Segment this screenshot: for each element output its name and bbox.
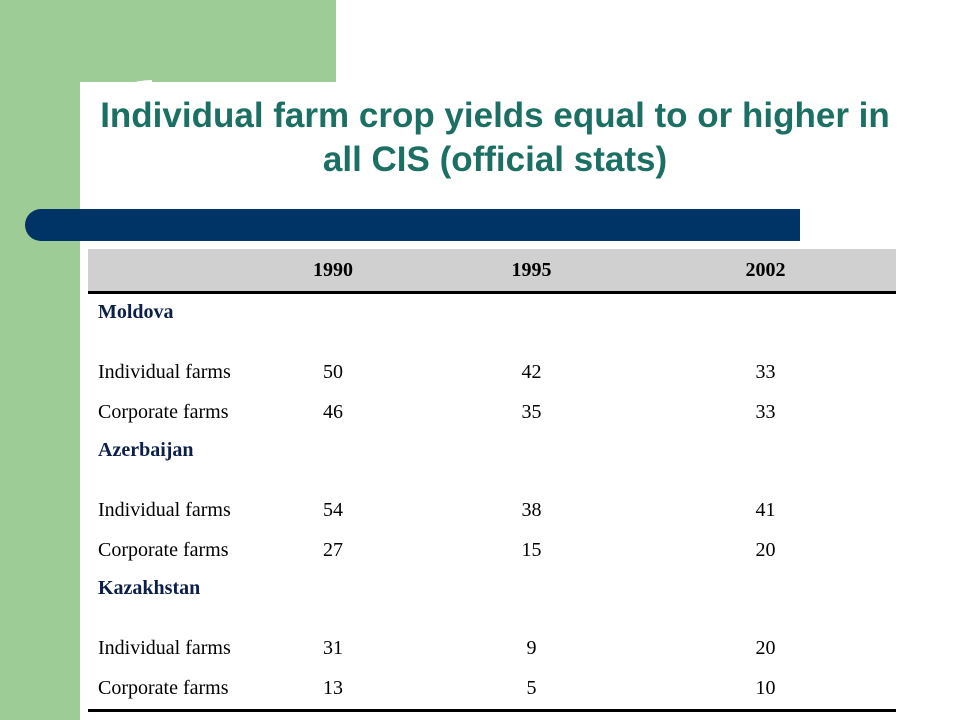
- table-row: Corporate farms 46 35 33: [88, 392, 896, 432]
- table-cell: 41: [755, 498, 776, 521]
- table-cell: 42: [521, 360, 542, 383]
- spacer-row: [88, 330, 896, 352]
- left-decorative-band: [0, 0, 80, 720]
- table-cell: 5: [428, 668, 635, 712]
- table-cell: 54: [323, 498, 343, 521]
- row-label: Individual farms: [98, 360, 231, 383]
- country-label: Kazakhstan: [98, 576, 201, 599]
- table-cell: 38: [521, 498, 542, 521]
- table-row: Individual farms 54 38 41: [88, 490, 896, 530]
- table-cell: 50: [323, 360, 343, 383]
- top-decorative-band: [80, 0, 336, 82]
- row-label: Individual farms: [98, 498, 231, 521]
- row-label: Corporate farms: [98, 538, 229, 561]
- slide-title: Individual farm crop yields equal to or …: [100, 96, 890, 179]
- table-cell: 35: [521, 400, 542, 423]
- table-cell: 10: [635, 668, 896, 712]
- table-cell: 27: [323, 538, 343, 561]
- table-cell: 31: [323, 636, 343, 659]
- spacer-row: [88, 606, 896, 628]
- header-cell-blank: [88, 249, 238, 294]
- row-label: Individual farms: [98, 636, 231, 659]
- yields-table-container: 1990 1995 2002 Moldova Individual farms …: [88, 249, 896, 712]
- table-cell: 20: [755, 636, 776, 659]
- table-row: Corporate farms 13 5 10: [88, 668, 896, 712]
- title-divider-bar: [25, 209, 800, 241]
- table-cell: 46: [323, 400, 343, 423]
- country-group-row: Moldova: [88, 293, 896, 331]
- header-cell-year: 1995: [428, 249, 635, 294]
- country-label: Moldova: [98, 300, 174, 323]
- table-cell: 9: [526, 636, 537, 659]
- table-cell: 20: [755, 538, 776, 561]
- table-row: Corporate farms 27 15 20: [88, 530, 896, 570]
- row-label: Corporate farms: [98, 400, 229, 423]
- country-group-row: Kazakhstan: [88, 570, 896, 606]
- table-cell: 33: [755, 360, 776, 383]
- country-group-row: Azerbaijan: [88, 432, 896, 468]
- country-label: Azerbaijan: [98, 438, 194, 461]
- table-row: Individual farms 50 42 33: [88, 352, 896, 392]
- table-cell: 33: [755, 400, 776, 423]
- header-cell-year: 1990: [238, 249, 428, 294]
- table-header-row: 1990 1995 2002: [88, 249, 896, 294]
- table-cell: 15: [521, 538, 542, 561]
- table-cell: 13: [238, 668, 428, 712]
- spacer-row: [88, 468, 896, 490]
- table-row: Individual farms 31 9 20: [88, 628, 896, 668]
- row-label: Corporate farms: [88, 668, 238, 712]
- crop-yields-table: 1990 1995 2002 Moldova Individual farms …: [88, 249, 896, 712]
- header-cell-year: 2002: [635, 249, 896, 294]
